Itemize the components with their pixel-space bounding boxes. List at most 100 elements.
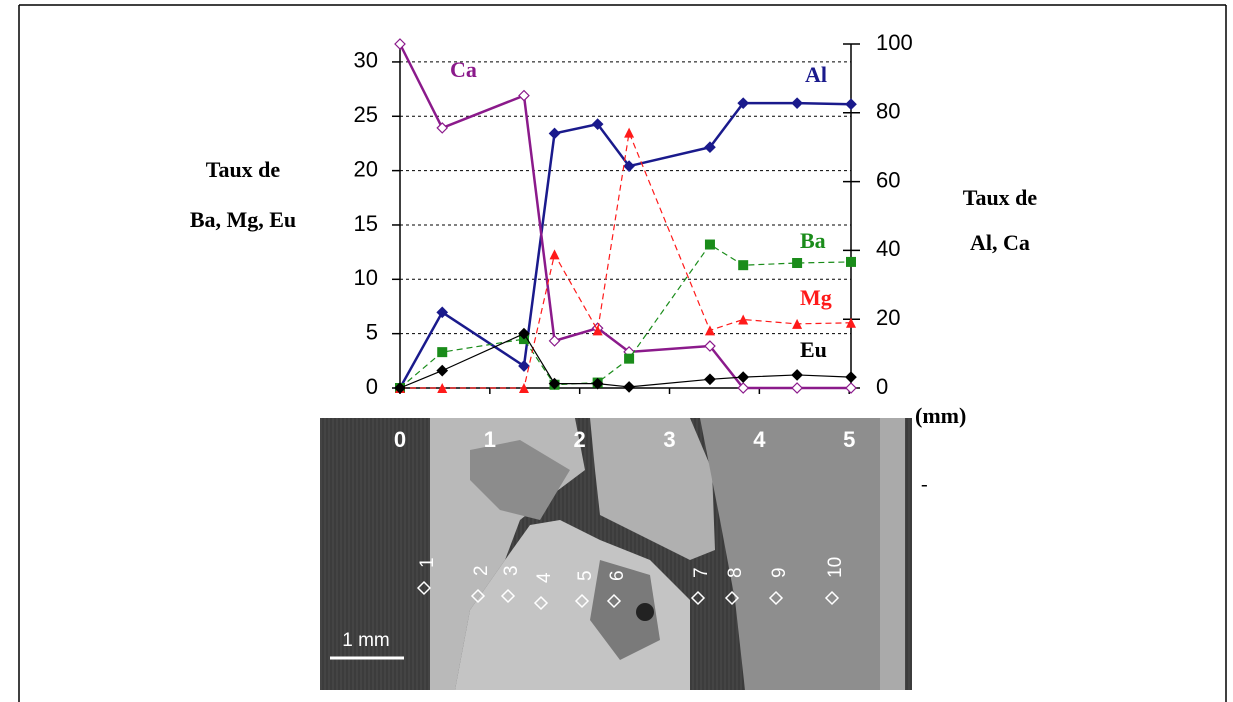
- marker: [704, 325, 715, 336]
- analysis-point: [690, 590, 706, 606]
- marker: [624, 353, 635, 364]
- series-label: Ba: [800, 228, 826, 253]
- series-line: [399, 332, 852, 389]
- y-tick-label: 20: [354, 156, 378, 181]
- marker: [394, 38, 406, 50]
- scale-bar-label: 1 mm: [342, 630, 390, 651]
- x-tick-label: 3: [663, 427, 675, 452]
- series-label: Eu: [800, 337, 827, 362]
- analysis-point: [416, 580, 432, 596]
- marker: [548, 335, 561, 347]
- x-axis-label: (mm): [915, 403, 966, 428]
- point-label: 7: [691, 567, 712, 578]
- marker: [436, 122, 449, 134]
- y-tick-label: 0: [366, 374, 378, 399]
- y-tick-label: 5: [366, 319, 378, 344]
- marker: [548, 377, 561, 390]
- analysis-point: [768, 590, 784, 606]
- marker: [704, 239, 715, 250]
- marker: [845, 371, 857, 383]
- marker: [437, 347, 448, 358]
- y-tick-label: 25: [354, 102, 378, 127]
- point-label: 9: [769, 567, 790, 578]
- marker: [792, 258, 803, 269]
- x-tick-label: 1: [484, 427, 496, 452]
- series-line: [398, 43, 851, 390]
- point-label: 10: [825, 557, 846, 578]
- y2-tick-label: 100: [876, 30, 913, 55]
- point-label: 3: [501, 565, 522, 576]
- marker: [738, 314, 749, 325]
- marker: [791, 97, 803, 110]
- marker: [394, 382, 406, 394]
- series-label: Al: [805, 62, 827, 87]
- micrograph: [320, 418, 912, 690]
- analysis-point: [606, 593, 622, 609]
- marker: [518, 383, 529, 393]
- marker: [737, 97, 750, 110]
- marker: [549, 249, 560, 260]
- marker: [845, 98, 857, 111]
- marker: [518, 360, 530, 372]
- marker: [623, 160, 635, 172]
- analysis-point: [824, 590, 840, 606]
- y-tick-label: 15: [354, 211, 378, 236]
- y2-tick-label: 0: [876, 374, 888, 399]
- y2-axis-label: Al, Ca: [970, 230, 1030, 255]
- marker: [518, 89, 530, 102]
- analysis-point: [470, 588, 486, 604]
- series-line: [400, 130, 852, 389]
- marker: [591, 118, 604, 131]
- marker: [791, 382, 803, 394]
- y2-tick-label: 80: [876, 99, 900, 124]
- analysis-point: [500, 588, 516, 604]
- marker: [623, 381, 635, 393]
- y-tick-label: 10: [354, 265, 378, 290]
- series-line: [399, 243, 852, 389]
- x-tick-label: 4: [753, 427, 766, 452]
- marker: [548, 127, 561, 140]
- point-label: 6: [607, 570, 628, 581]
- analysis-point: [724, 590, 740, 606]
- point-label: 5: [575, 570, 596, 581]
- point-label: 2: [471, 565, 492, 576]
- marker: [846, 256, 856, 267]
- marker: [704, 141, 716, 154]
- y2-tick-label: 60: [876, 167, 900, 192]
- x-tick-label: 0: [394, 427, 406, 452]
- marker: [846, 317, 856, 328]
- y2-tick-label: 20: [876, 305, 900, 330]
- y2-tick-label: 40: [876, 236, 900, 261]
- series-label: Ca: [450, 57, 477, 82]
- marker: [738, 260, 749, 271]
- marker: [592, 325, 603, 336]
- marker: [704, 373, 716, 386]
- marker: [624, 127, 635, 138]
- series-label: Mg: [800, 285, 832, 310]
- y2-axis-label: Taux de: [963, 185, 1038, 210]
- analysis-point: [574, 593, 590, 609]
- marker: [791, 369, 803, 381]
- point-label: 4: [534, 572, 555, 583]
- x-tick-label: 2: [574, 427, 586, 452]
- marker: [591, 377, 604, 390]
- series-line: [398, 101, 852, 389]
- marker: [518, 327, 530, 340]
- marker: [792, 318, 803, 329]
- marker: [436, 306, 449, 319]
- marker: [437, 383, 448, 393]
- marker: [845, 382, 857, 394]
- marker: [737, 382, 750, 394]
- analysis-point: [533, 595, 549, 611]
- marker: [436, 364, 449, 377]
- point-label: 1: [417, 557, 438, 568]
- point-label: 8: [725, 567, 746, 578]
- y-tick-label: 30: [354, 48, 378, 73]
- marker: [704, 340, 716, 352]
- y-axis-label: Taux de: [206, 157, 281, 182]
- y-axis-label: Ba, Mg, Eu: [190, 207, 296, 232]
- x-tick-label: 5: [843, 427, 855, 452]
- marker: [737, 371, 750, 383]
- annotation: -: [921, 474, 928, 496]
